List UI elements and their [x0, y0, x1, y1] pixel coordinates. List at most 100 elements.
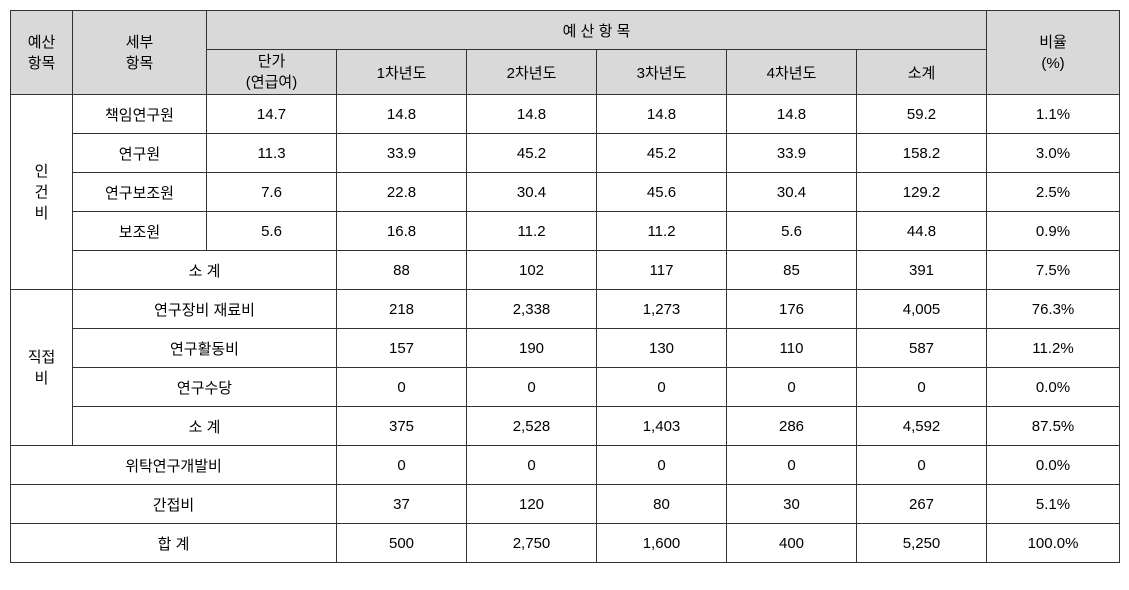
cell-y3: 1,403	[597, 407, 727, 446]
cell-sub: 59.2	[857, 95, 987, 134]
cell-y3: 14.8	[597, 95, 727, 134]
cell-y2: 0	[467, 446, 597, 485]
cell-y3: 0	[597, 446, 727, 485]
cell-pct: 1.1%	[987, 95, 1120, 134]
cell-y1: 14.8	[337, 95, 467, 134]
table-row: 연구수당 0 0 0 0 0 0.0%	[11, 368, 1120, 407]
cell-y1: 157	[337, 329, 467, 368]
hdr-y2: 2차년도	[467, 50, 597, 95]
hdr-sub-item: 세부항목	[73, 11, 207, 95]
cell-unit: 14.7	[207, 95, 337, 134]
table-row: 간접비 37 120 80 30 267 5.1%	[11, 485, 1120, 524]
cell-y2: 190	[467, 329, 597, 368]
cell-pct: 2.5%	[987, 173, 1120, 212]
cell-y1: 500	[337, 524, 467, 563]
cell-sub: 5,250	[857, 524, 987, 563]
cell-sub: 267	[857, 485, 987, 524]
cell-y1: 33.9	[337, 134, 467, 173]
hdr-budget-group: 예 산 항 목	[207, 11, 987, 50]
cell-pct: 87.5%	[987, 407, 1120, 446]
table-row: 보조원 5.6 16.8 11.2 11.2 5.6 44.8 0.9%	[11, 212, 1120, 251]
budget-table: 예산항목 세부항목 예 산 항 목 비율(%) 단가(연급여) 1차년도 2차년…	[10, 10, 1120, 563]
cell-label: 보조원	[73, 212, 207, 251]
group-personnel: 인건비	[11, 95, 73, 290]
table-row: 위탁연구개발비 0 0 0 0 0 0.0%	[11, 446, 1120, 485]
cell-y4: 0	[727, 368, 857, 407]
cell-y4: 400	[727, 524, 857, 563]
cell-y1: 218	[337, 290, 467, 329]
cell-pct: 7.5%	[987, 251, 1120, 290]
cell-y4: 14.8	[727, 95, 857, 134]
cell-sub: 158.2	[857, 134, 987, 173]
cell-y4: 85	[727, 251, 857, 290]
cell-y3: 130	[597, 329, 727, 368]
table-row: 직접비 연구장비 재료비 218 2,338 1,273 176 4,005 7…	[11, 290, 1120, 329]
cell-y3: 1,600	[597, 524, 727, 563]
hdr-unit: 단가(연급여)	[207, 50, 337, 95]
cell-y1: 88	[337, 251, 467, 290]
hdr-sub: 소계	[857, 50, 987, 95]
cell-pct: 0.0%	[987, 446, 1120, 485]
cell-y2: 120	[467, 485, 597, 524]
cell-y3: 1,273	[597, 290, 727, 329]
hdr-y1: 1차년도	[337, 50, 467, 95]
cell-sub: 0	[857, 368, 987, 407]
cell-pct: 5.1%	[987, 485, 1120, 524]
cell-label: 위탁연구개발비	[11, 446, 337, 485]
cell-y3: 11.2	[597, 212, 727, 251]
cell-y4: 286	[727, 407, 857, 446]
cell-y2: 102	[467, 251, 597, 290]
group-direct: 직접비	[11, 290, 73, 446]
cell-y2: 45.2	[467, 134, 597, 173]
cell-label: 연구장비 재료비	[73, 290, 337, 329]
table-row: 소 계 88 102 117 85 391 7.5%	[11, 251, 1120, 290]
cell-y3: 45.2	[597, 134, 727, 173]
cell-y1: 0	[337, 446, 467, 485]
cell-y4: 33.9	[727, 134, 857, 173]
cell-y2: 30.4	[467, 173, 597, 212]
cell-label: 소 계	[73, 407, 337, 446]
table-row: 합 계 500 2,750 1,600 400 5,250 100.0%	[11, 524, 1120, 563]
cell-label: 연구수당	[73, 368, 337, 407]
cell-y3: 45.6	[597, 173, 727, 212]
cell-pct: 76.3%	[987, 290, 1120, 329]
table-row: 연구활동비 157 190 130 110 587 11.2%	[11, 329, 1120, 368]
cell-unit: 11.3	[207, 134, 337, 173]
cell-pct: 0.0%	[987, 368, 1120, 407]
cell-y1: 16.8	[337, 212, 467, 251]
cell-y4: 30.4	[727, 173, 857, 212]
cell-label: 연구원	[73, 134, 207, 173]
cell-y4: 30	[727, 485, 857, 524]
cell-sub: 587	[857, 329, 987, 368]
cell-y4: 176	[727, 290, 857, 329]
table-row: 연구보조원 7.6 22.8 30.4 45.6 30.4 129.2 2.5%	[11, 173, 1120, 212]
cell-label: 책임연구원	[73, 95, 207, 134]
cell-label: 소 계	[73, 251, 337, 290]
cell-y1: 0	[337, 368, 467, 407]
cell-y1: 37	[337, 485, 467, 524]
cell-y1: 375	[337, 407, 467, 446]
table-row: 연구원 11.3 33.9 45.2 45.2 33.9 158.2 3.0%	[11, 134, 1120, 173]
cell-label: 간접비	[11, 485, 337, 524]
cell-sub: 129.2	[857, 173, 987, 212]
cell-y1: 22.8	[337, 173, 467, 212]
hdr-budget-item: 예산항목	[11, 11, 73, 95]
cell-label: 합 계	[11, 524, 337, 563]
cell-y2: 11.2	[467, 212, 597, 251]
hdr-y4: 4차년도	[727, 50, 857, 95]
cell-sub: 44.8	[857, 212, 987, 251]
cell-unit: 5.6	[207, 212, 337, 251]
hdr-ratio: 비율(%)	[987, 11, 1120, 95]
cell-label: 연구활동비	[73, 329, 337, 368]
cell-y2: 2,528	[467, 407, 597, 446]
cell-pct: 3.0%	[987, 134, 1120, 173]
cell-unit: 7.6	[207, 173, 337, 212]
cell-pct: 11.2%	[987, 329, 1120, 368]
cell-y2: 14.8	[467, 95, 597, 134]
cell-sub: 0	[857, 446, 987, 485]
cell-y2: 2,750	[467, 524, 597, 563]
cell-y2: 0	[467, 368, 597, 407]
cell-y4: 5.6	[727, 212, 857, 251]
cell-y3: 0	[597, 368, 727, 407]
table-row: 소 계 375 2,528 1,403 286 4,592 87.5%	[11, 407, 1120, 446]
